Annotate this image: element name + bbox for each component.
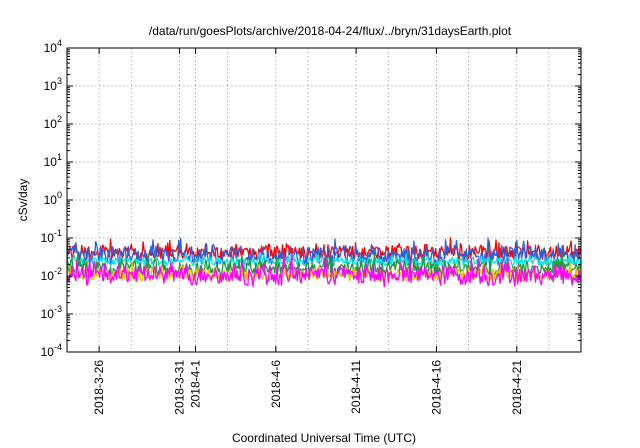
y-tick-label: 103 (44, 76, 62, 93)
x-tick-label: 2018-3-31 (172, 360, 186, 415)
x-tick-label: 2018-4-6 (269, 360, 283, 408)
y-tick-label: 10-1 (41, 228, 62, 245)
y-tick-label: 10-4 (41, 342, 62, 359)
chart-title: /data/run/goesPlots/archive/2018-04-24/f… (149, 24, 512, 38)
grid (67, 48, 581, 352)
x-tick-label: 2018-4-16 (429, 360, 443, 415)
y-tick-label: 10-3 (41, 304, 62, 321)
ticks: 10-4 10-3 10-2 10-1 100 101 102 103 104 2018-3-26… (41, 38, 581, 415)
x-axis-label: Coordinated Universal Time (UTC) (232, 431, 416, 445)
y-tick-label: 102 (44, 114, 62, 131)
series-line (66, 237, 582, 268)
x-tick-label: 2018-4-11 (349, 360, 363, 414)
y-tick-label: 100 (44, 190, 62, 207)
series-line (66, 253, 582, 288)
x-tick-label: 2018-3-26 (92, 360, 106, 415)
y-axis-label: cSv/day (16, 179, 30, 222)
series-layer (66, 237, 582, 288)
x-tick-label: 2018-4-21 (510, 360, 524, 415)
y-tick-label: 10-2 (41, 266, 62, 283)
y-tick-label: 101 (44, 152, 62, 169)
y-tick-label: 104 (44, 38, 62, 55)
x-tick-label: 2018-4-1 (189, 360, 203, 408)
